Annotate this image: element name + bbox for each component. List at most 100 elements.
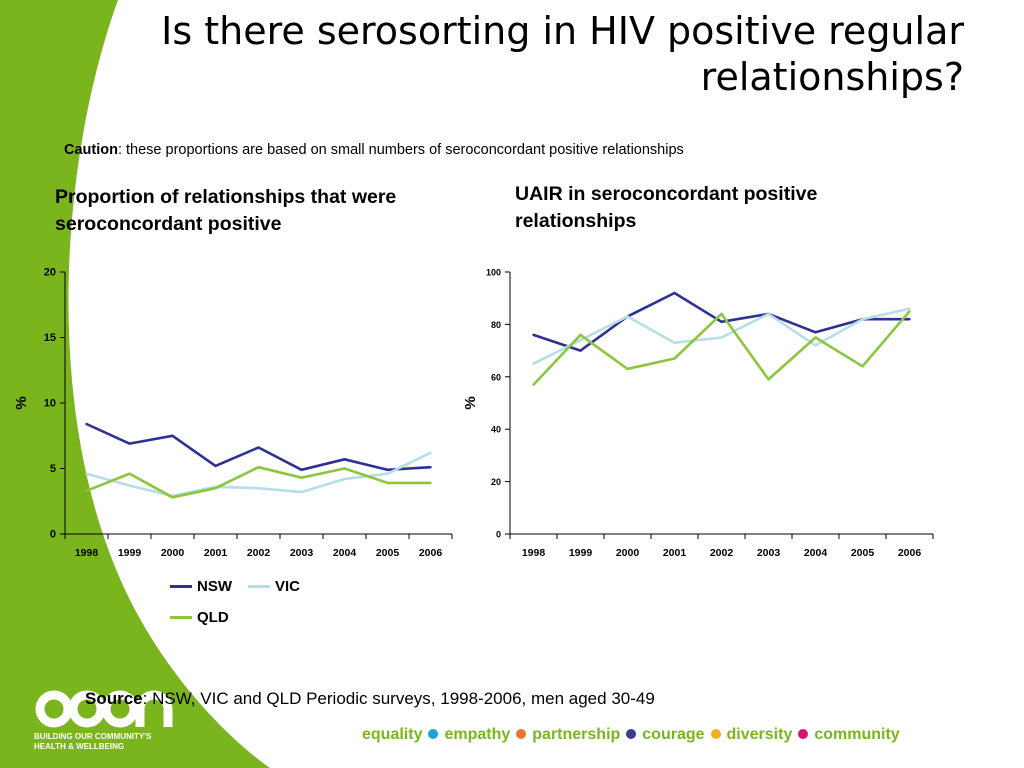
chart-1-series-vic-point <box>343 477 346 481</box>
green-swoosh <box>0 0 270 768</box>
legend-swatch <box>170 585 192 588</box>
chart-1-x-tick-label: 2001 <box>204 547 228 559</box>
chart-1-title: Proportion of relationships that were se… <box>55 186 397 235</box>
chart-2-series-vic-point <box>720 336 723 339</box>
chart-1-y-tick-label: 10 <box>44 398 56 410</box>
value-courage: courage <box>642 726 705 743</box>
chart-2-x-tick-label: 2006 <box>898 547 922 559</box>
value-partnership: partnership <box>532 726 621 743</box>
chart-1-series-nsw-point <box>257 446 260 449</box>
chart-1-series-vic-point <box>386 472 389 475</box>
chart-2-series-nsw-point <box>814 331 817 334</box>
chart-1-series-qld-point <box>85 489 88 492</box>
chart-2-series-vic-point <box>814 344 817 347</box>
chart-2-x-tick-label: 1998 <box>522 547 546 559</box>
chart-2-series-qld-point <box>814 336 817 339</box>
chart-2-series-qld-point <box>626 367 629 371</box>
caution-note: Caution: these proportions are based on … <box>64 142 684 158</box>
chart-1-x-tick-label: 2005 <box>376 547 400 559</box>
chart-1-series-qld-point <box>128 472 131 475</box>
chart-1-x-tick-label: 2006 <box>419 547 443 559</box>
value-equality: equality <box>362 726 423 743</box>
chart-1-series-qld-point <box>386 481 389 485</box>
chart-2-series-qld-point <box>673 357 676 360</box>
chart-2-series-vic-line <box>532 307 910 365</box>
chart-1-series-qld-point <box>429 481 432 485</box>
chart-2-series-nsw-point <box>673 291 676 295</box>
chart-2-series-qld-point <box>767 378 770 381</box>
chart-2-x-tick-label: 2005 <box>851 547 875 559</box>
chart-1-series-vic-point <box>300 490 303 494</box>
chart-1-series-nsw-point <box>343 458 346 461</box>
chart-2-y-tick-label: 40 <box>491 425 501 435</box>
acon-logo-mark <box>35 690 173 728</box>
chart-2-y-tick-label: 0 <box>496 530 501 540</box>
chart-2-y-axis-label: % <box>462 396 479 409</box>
chart-1-series-nsw-point <box>85 422 88 426</box>
chart-2-y-tick-label: 60 <box>491 372 501 382</box>
chart-2-series-nsw-point <box>532 333 535 337</box>
chart-2-series-qld-point <box>579 333 582 337</box>
chart-2-x-tick-label: 2001 <box>663 547 687 559</box>
chart-2-x-tick-label: 2002 <box>710 547 734 559</box>
chart-2-series-vic-point <box>908 307 911 310</box>
legend-item-nsw: NSW <box>170 578 232 595</box>
chart-2-series-qld-point <box>861 365 864 368</box>
chart-1-series-nsw-point <box>214 464 217 468</box>
chart-1-x-tick-label: 2003 <box>290 547 314 559</box>
chart-2-series-vic-point <box>579 338 582 342</box>
chart-1-y-tick-label: 15 <box>44 332 56 344</box>
values-bar: equality empathy partnership courage diversi… <box>362 726 900 744</box>
caution-label: Caution <box>64 142 118 158</box>
legend-label: NSW <box>197 578 232 595</box>
chart-1-series-qld-line <box>86 465 431 499</box>
chart-1-x-tick-label: 2000 <box>161 547 185 559</box>
chart-1-series-qld-point <box>343 467 346 470</box>
chart-proportion-seroconcordant: 0 5 10 15 20 1998 1999 2000 2001 2002 2003 2004 2005… <box>13 267 453 559</box>
chart-1-series-qld-point <box>300 476 303 479</box>
chart-2-series-qld-point <box>532 383 535 386</box>
legend-label: VIC <box>275 578 301 595</box>
value-diversity: diversity <box>726 726 793 743</box>
chart-2-x-tick-label: 2000 <box>616 547 640 559</box>
acon-logo <box>34 687 184 736</box>
chart-2-series-nsw-point <box>720 320 723 323</box>
chart-2-series-nsw-point <box>579 349 582 352</box>
value-separator-dot <box>626 729 637 740</box>
value-empathy: empathy <box>444 726 511 743</box>
value-community: community <box>814 726 900 743</box>
chart-1-y-tick-label: 20 <box>44 267 56 279</box>
chart-1-series-nsw-point <box>128 442 131 445</box>
chart-2-y-tick-label: 80 <box>491 320 501 330</box>
chart-1-x-tick-label: 1999 <box>118 547 142 559</box>
chart-2-y-tick-label: 20 <box>491 477 501 487</box>
chart-1-series-nsw-point <box>386 468 389 472</box>
value-separator-dot <box>428 729 439 740</box>
value-separator-dot <box>798 729 809 740</box>
source-label: Source <box>85 689 143 708</box>
value-separator-dot <box>710 729 721 740</box>
chart-1-series-qld-point <box>171 496 174 499</box>
chart-1-series-vic-point <box>257 486 260 490</box>
chart-2-series-qld-point <box>720 312 723 316</box>
chart-1-y-tick-label: 0 <box>50 529 56 541</box>
chart-1-series-qld-point <box>214 486 217 490</box>
chart-1-x-tick-label: 2004 <box>333 547 357 559</box>
chart-2-title: UAIR in seroconcordant positive relation… <box>515 183 818 232</box>
chart-1-series-vic-point <box>85 472 88 475</box>
chart-1-series-nsw-point <box>300 468 303 472</box>
tagline-line-1: BUILDING OUR COMMUNITY'S <box>34 732 152 741</box>
chart-2-series-vic-point <box>767 312 770 316</box>
caution-text: : these proportions are based on small n… <box>117 142 684 158</box>
value-separator-dot <box>516 729 527 740</box>
chart-1-y-tick-label: 5 <box>50 463 56 475</box>
tagline-line-2: HEALTH & WELLBEING <box>34 742 125 751</box>
legend-swatch <box>170 616 192 619</box>
chart-2-x-tick-label: 2004 <box>804 547 828 559</box>
chart-2-y-tick-label: 100 <box>486 268 501 278</box>
legend-item-qld: QLD <box>170 609 229 626</box>
chart-2-series-vic-point <box>861 317 864 321</box>
chart-1-series-vic-point <box>429 451 432 454</box>
chart-2-series-vic-point <box>626 315 629 318</box>
chart-1-series-nsw-point <box>429 465 432 469</box>
